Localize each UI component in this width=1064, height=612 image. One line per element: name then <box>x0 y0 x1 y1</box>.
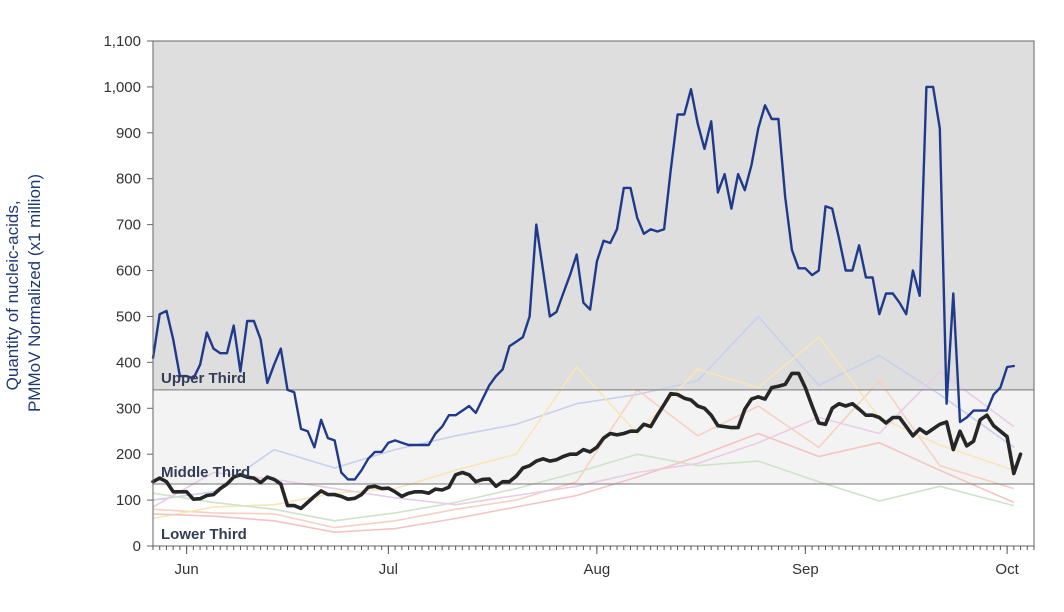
y-axis-label-line-2: PMMoV Normalized (x1 million) <box>25 174 44 412</box>
y-tick-label: 500 <box>116 308 141 325</box>
background-series-line-5 <box>152 370 1015 508</box>
x-tick-label: Aug <box>584 561 611 578</box>
band-lower-third <box>153 484 1034 546</box>
y-tick-label: 200 <box>116 446 141 463</box>
x-tick-label: Jul <box>379 561 398 578</box>
highlight-series-line-2 <box>151 371 1023 511</box>
background-series-line-2 <box>152 379 1015 529</box>
plot-frame <box>152 40 1035 547</box>
highlight-series-line-1 <box>151 85 1015 481</box>
band-label-upper-third: Upper Third <box>161 370 246 387</box>
y-tick-label: 300 <box>116 400 141 417</box>
y-tick-label: 400 <box>116 354 141 371</box>
y-tick-label: 0 <box>133 538 141 555</box>
background-series-line-1 <box>152 315 1015 501</box>
band-upper-third <box>153 41 1034 390</box>
y-tick-label: 100 <box>116 492 141 509</box>
x-tick-label: Jun <box>175 561 199 578</box>
y-tick-label: 800 <box>116 171 141 188</box>
band-label-lower-third: Lower Third <box>161 526 247 543</box>
band-middle-third <box>153 389 1034 485</box>
y-tick-label: 700 <box>116 217 141 234</box>
y-tick-label: 1,000 <box>103 79 141 96</box>
band-label-middle-third: Middle Third <box>161 464 250 481</box>
background-series-line-6 <box>152 432 1015 533</box>
y-axis-label: Quantity of nucleic-acids, PMMoV Normali… <box>3 174 44 412</box>
y-tick-label: 1,100 <box>103 33 141 50</box>
y-tick-label: 900 <box>116 125 141 142</box>
background-series-line-3 <box>152 336 1015 520</box>
x-tick-label: Oct <box>995 561 1019 578</box>
x-tick-label: Sep <box>792 561 819 578</box>
y-axis-label-line-1: Quantity of nucleic-acids, <box>3 200 22 390</box>
background-series-line-4 <box>152 453 1015 522</box>
y-tick-label: 600 <box>116 263 141 280</box>
